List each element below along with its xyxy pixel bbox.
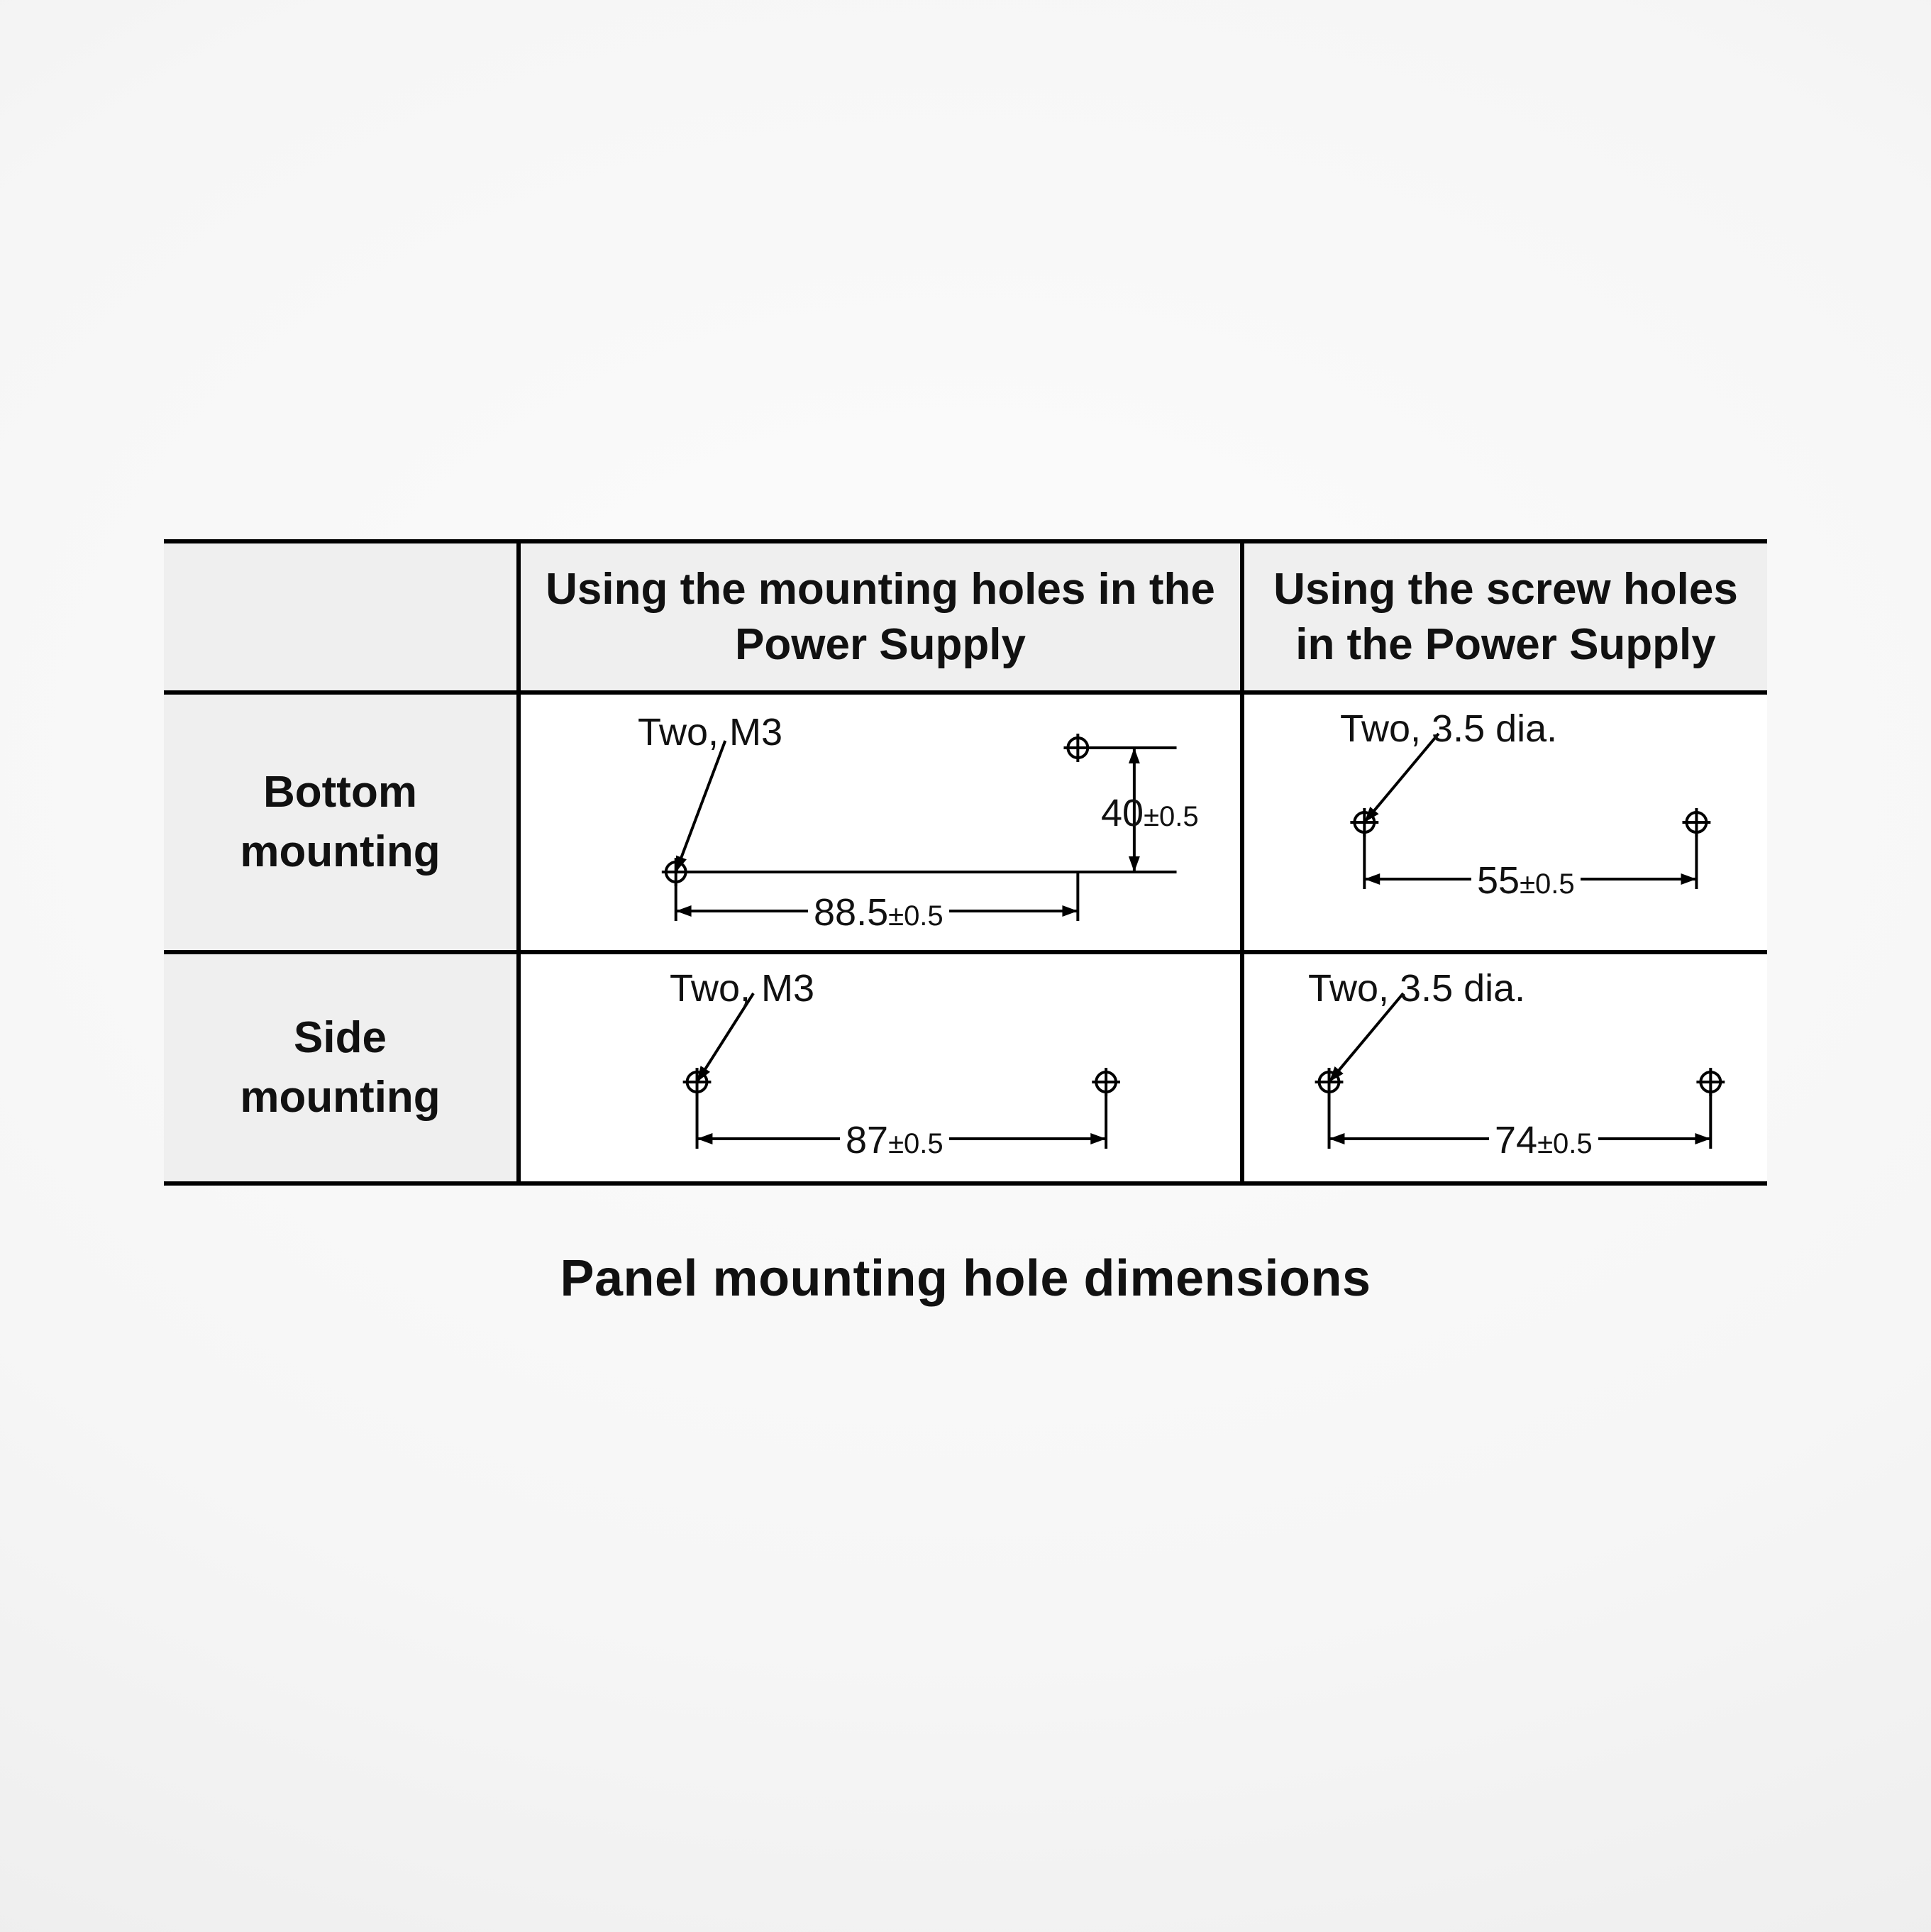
diagram-bottom-mount: Two, M3 88.5±0.5 40±0.5	[521, 695, 1240, 950]
col-header-screw-holes: Using the screw holes in the Power Suppl…	[1242, 541, 1767, 692]
row-header-line: Bottom	[263, 768, 417, 817]
page: Using the mounting holes in the Power Su…	[0, 0, 1931, 1932]
h-dimension: 55±0.5	[1471, 861, 1581, 900]
h-dimension: 74±0.5	[1489, 1121, 1598, 1159]
diagram-side-screw: Two, 3.5 dia. 74±0.5	[1244, 954, 1767, 1181]
hole-label: Two, 3.5 dia.	[1308, 968, 1525, 1009]
cell-bottom-screw: Two, 3.5 dia. 55±0.5	[1242, 692, 1767, 952]
h-dimension: 87±0.5	[840, 1121, 949, 1159]
cell-side-mount: Two, M3 87±0.5	[519, 952, 1242, 1183]
spec-table: Using the mounting holes in the Power Su…	[164, 539, 1767, 1186]
h-dimension: 88.5±0.5	[808, 893, 949, 932]
row-header-bottom-mounting: Bottom mounting	[164, 692, 519, 952]
hole-label: Two, M3	[638, 712, 782, 753]
hole-label: Two, 3.5 dia.	[1340, 709, 1557, 749]
caption: Panel mounting hole dimensions	[0, 1249, 1931, 1308]
diagram-bottom-screw: Two, 3.5 dia. 55±0.5	[1244, 695, 1767, 950]
spec-table-wrapper: Using the mounting holes in the Power Su…	[164, 539, 1767, 1186]
row-header-line: Side	[294, 1013, 387, 1062]
row-header-side-mounting: Side mounting	[164, 952, 519, 1183]
v-dimension: 40±0.5	[1095, 794, 1205, 832]
row-header-line: mounting	[240, 1073, 440, 1122]
cell-bottom-mount: Two, M3 88.5±0.5 40±0.5	[519, 692, 1242, 952]
row-header-line: mounting	[240, 827, 440, 876]
col-header-mounting-holes: Using the mounting holes in the Power Su…	[519, 541, 1242, 692]
hole-label: Two, M3	[670, 968, 814, 1009]
table-corner	[164, 541, 519, 692]
cell-side-screw: Two, 3.5 dia. 74±0.5	[1242, 952, 1767, 1183]
diagram-side-mount: Two, M3 87±0.5	[521, 954, 1240, 1181]
